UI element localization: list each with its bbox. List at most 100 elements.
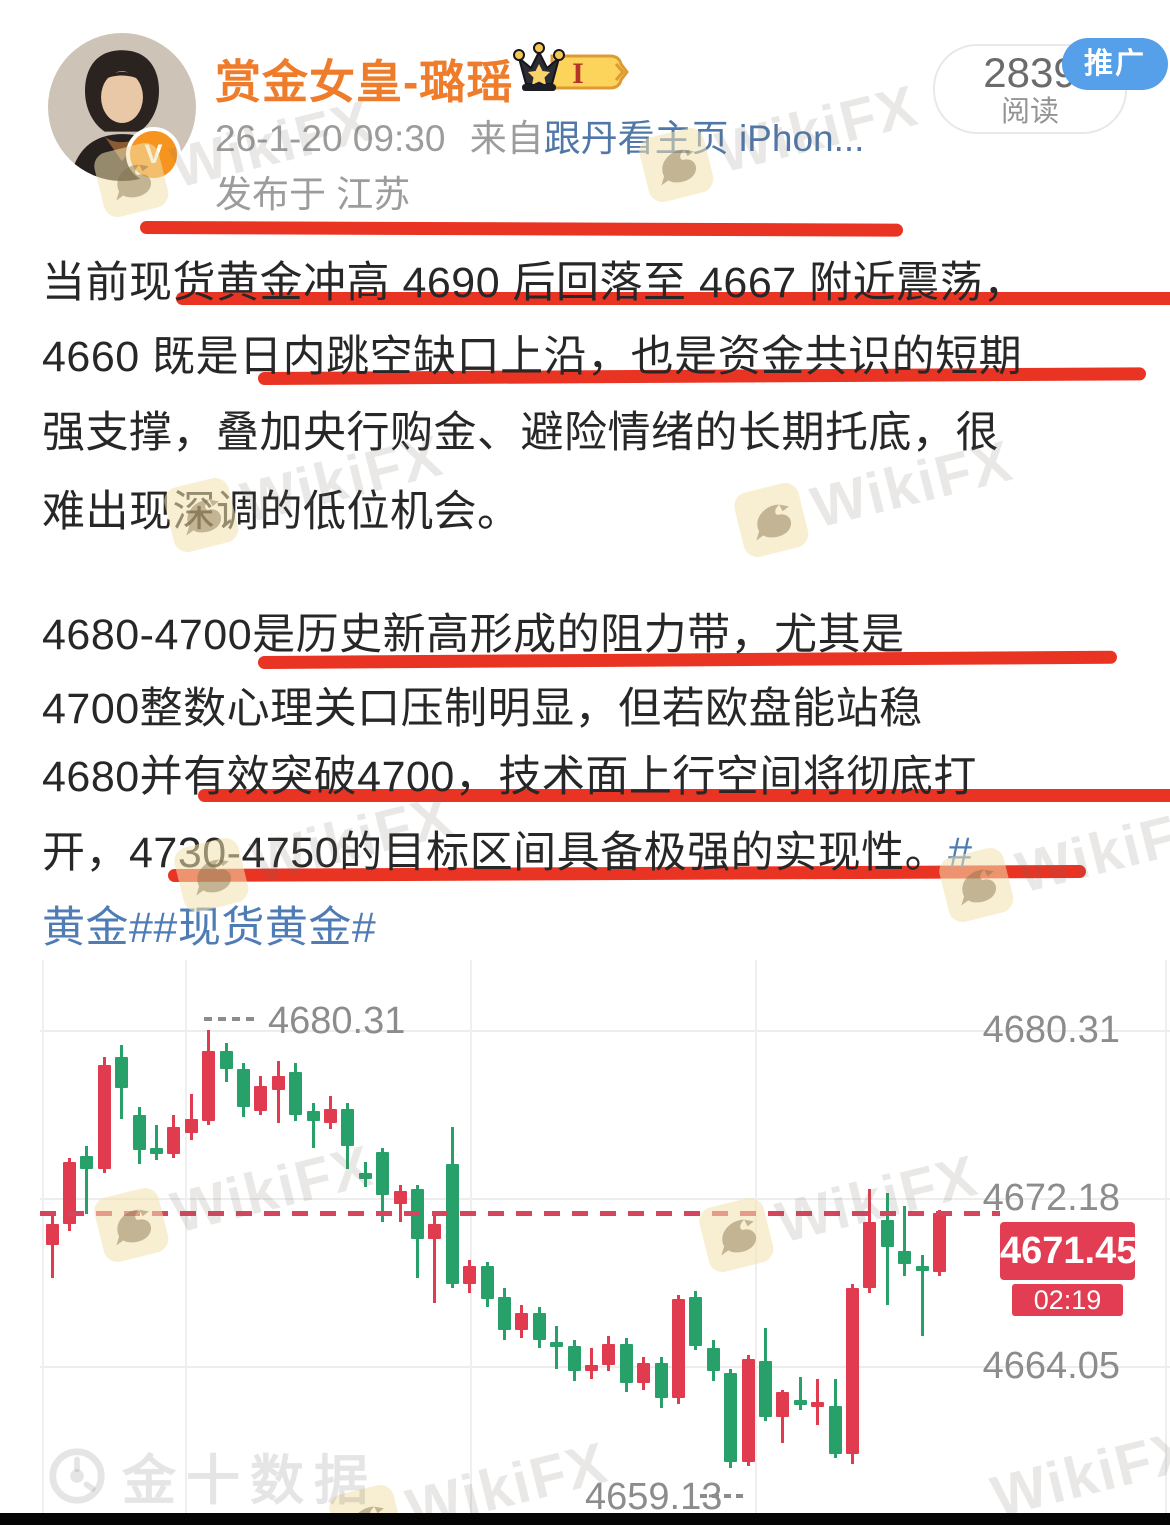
low-marker-dashes: [700, 1494, 744, 1498]
jin10-logo-icon: [49, 1447, 105, 1504]
jin10-watermark-text: 金十数据: [122, 1451, 378, 1511]
candle-body: [323, 1108, 337, 1124]
candle-countdown: 02:19: [1012, 1284, 1123, 1316]
candle-wick: [781, 1389, 785, 1444]
post-text-segment: 4660 既是日内跳空缺口上沿，也是资金共识的短期: [42, 333, 1023, 381]
candle-body: [115, 1057, 129, 1089]
candle-body: [202, 1050, 216, 1122]
gridline-v: [470, 960, 472, 1513]
post-text-line: 4700整数心理关口压制明显，但若欧盘能站稳: [42, 674, 923, 736]
promoted-badge: 推广: [1062, 38, 1168, 90]
wikifx-watermark-text: WikiFX: [1010, 792, 1170, 906]
candle-body: [532, 1313, 546, 1341]
wikifx-eagle-icon: [731, 479, 812, 560]
candle-wick: [885, 1193, 889, 1305]
verified-v-icon: V: [126, 127, 181, 182]
post-meta: 26-1-20 09:30 来自跟丹看主页 iPhon...: [215, 108, 864, 162]
post-text-line[interactable]: 黄金##现货黄金#: [42, 893, 376, 955]
candle-wick: [276, 1061, 280, 1124]
candle-body: [445, 1164, 459, 1285]
candle-wick: [903, 1205, 907, 1277]
post-text-segment: 4680并有效突破4700，技术面上行空间将彻底打: [42, 753, 977, 801]
candle-body: [724, 1373, 738, 1462]
candle-body: [932, 1213, 946, 1272]
candle-body: [271, 1075, 285, 1091]
post-text-segment: 强支撑，叠加央行购金、避险情绪的长期托底，很: [42, 409, 999, 457]
post-text-segment: 4700整数心理关口压制明显，但若欧盘能站稳: [42, 685, 923, 733]
gridline-v: [755, 960, 757, 1513]
y-axis-tick: 4680.31: [982, 1009, 1120, 1051]
candle-wick: [154, 1125, 158, 1161]
candle-body: [741, 1358, 755, 1462]
candle-body: [167, 1127, 181, 1155]
hashtag-link[interactable]: 黄金##现货黄金#: [42, 904, 377, 952]
candle-body: [289, 1071, 303, 1115]
candle-body: [828, 1406, 842, 1454]
candle-body: [132, 1114, 146, 1151]
gridline-v: [42, 960, 44, 1513]
candle-body: [45, 1224, 59, 1246]
candle-body: [602, 1344, 616, 1365]
author-name[interactable]: 赏金女皇-璐瑶: [215, 56, 514, 108]
candle-body: [671, 1298, 685, 1398]
candle-body: [584, 1364, 598, 1372]
post-text-segment: 当前现货黄金冲高 4690 后回落至 4667 附近震荡，: [42, 259, 1027, 307]
hashtag-link[interactable]: #: [948, 829, 973, 877]
gridline-v: [185, 960, 187, 1513]
source-link[interactable]: 跟丹看主页 iPhon...: [543, 118, 865, 159]
candle-body: [236, 1069, 250, 1107]
post-text-segment: 开，4730-4750的目标区间具备极强的实现性。: [42, 829, 949, 877]
location-label: 发布于 江苏: [215, 174, 411, 215]
candle-body: [637, 1362, 651, 1384]
candle-body: [149, 1147, 163, 1155]
red-underline: [198, 789, 1170, 802]
red-underline: [176, 292, 1170, 305]
red-underline: [139, 221, 904, 237]
candle-body: [254, 1085, 268, 1111]
candle-body: [97, 1065, 111, 1169]
candle-body: [758, 1360, 772, 1417]
y-axis-tick: 4672.18: [982, 1177, 1120, 1219]
post-text-line[interactable]: 开，4730-4750的目标区间具备极强的实现性。#: [42, 818, 973, 880]
candle-body: [793, 1400, 807, 1406]
reads-count: 2839: [983, 49, 1077, 96]
candle-body: [689, 1296, 703, 1347]
candle-body: [480, 1265, 494, 1299]
candle-body: [376, 1152, 390, 1196]
candle-wick: [311, 1102, 315, 1148]
candle-body: [619, 1344, 633, 1384]
candle-body: [567, 1346, 581, 1372]
candle-body: [915, 1265, 929, 1271]
timestamp: 26-1-20 09:30: [215, 118, 446, 159]
gold-candlestick-chart[interactable]: 4680.31 4659.13 4680.31 4672.18 4664.05 46…: [40, 960, 1170, 1513]
post-text-line: 难出现深调的低位机会。: [42, 477, 521, 539]
candle-body: [845, 1288, 859, 1454]
candle-wick: [589, 1348, 593, 1380]
candle-body: [358, 1172, 372, 1179]
jin10-watermark: 金十数据: [46, 1436, 378, 1515]
post-text-line: 强支撑，叠加央行购金、避险情绪的长期托底，很: [42, 398, 999, 460]
post-text-segment: 4680-4700是历史新高形成的阻力带，尤其是: [42, 611, 905, 659]
post-text-line: 当前现货黄金冲高 4690 后回落至 4667 附近震荡，: [42, 248, 1027, 310]
candle-body: [776, 1391, 790, 1417]
gridline-h: [40, 1030, 1170, 1032]
candle-wick: [555, 1325, 559, 1370]
candle-body: [898, 1251, 912, 1264]
candle-body: [550, 1342, 564, 1348]
current-price-line: [40, 1211, 1000, 1216]
vip-crown-badge-icon: I: [512, 40, 632, 109]
post-text-line: 4660 既是日内跳空缺口上沿，也是资金共识的短期: [42, 322, 1022, 384]
candle-body: [811, 1402, 825, 1408]
candle-body: [515, 1313, 529, 1330]
candle-body: [219, 1050, 233, 1070]
candle-wick: [433, 1214, 437, 1303]
post-text-segment: 难出现深调的低位机会。: [42, 488, 521, 536]
candle-body: [428, 1224, 442, 1239]
gridline-h: [40, 1198, 1170, 1200]
candle-wick: [920, 1255, 924, 1336]
candle-body: [62, 1162, 76, 1225]
gridline-v: [1165, 960, 1167, 1513]
candle-wick: [85, 1145, 89, 1215]
current-price-box: 4671.45: [1000, 1222, 1137, 1280]
